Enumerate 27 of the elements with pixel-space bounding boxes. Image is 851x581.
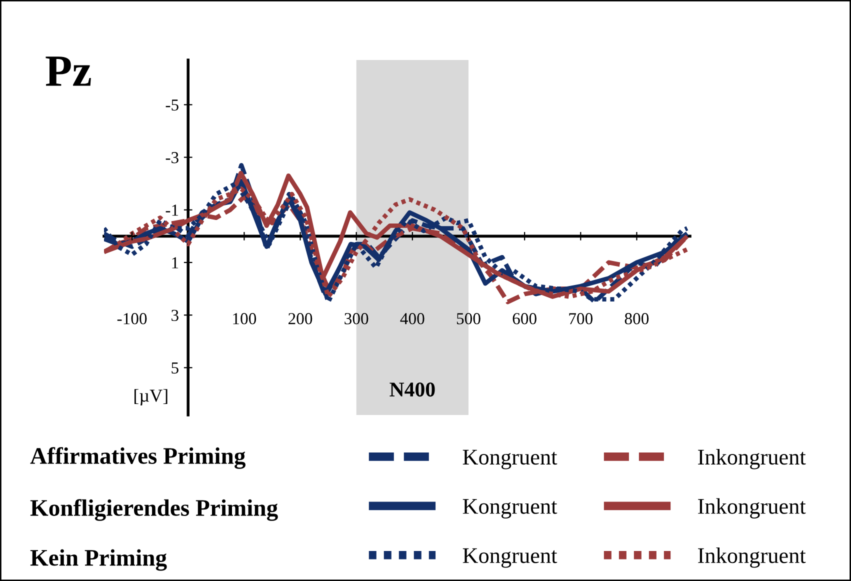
y-tick-label: 1 [172,257,178,268]
x-tick-label: 600 [512,313,536,324]
x-tick-label: 800 [624,313,649,324]
legend-label: Kongruent [462,499,558,518]
text: Konfligierendes Priming [30,499,278,521]
legend-label: Kongruent [462,450,558,470]
y-tick-label: -1 [166,204,178,216]
y-tick-label: 5 [172,362,178,374]
chart-title: Pz [46,56,91,86]
x-tick-label: 300 [344,313,368,324]
x-tick-label: 100 [233,313,256,324]
text: Kein Priming [30,549,167,571]
x-tick-label: 400 [400,313,424,324]
legend-label: Inkongruent [698,498,806,518]
x-tick-label: -100 [117,313,147,324]
legend-label: Inkongruent [698,449,806,470]
legend-label: Kongruent [462,548,558,568]
x-tick-label: 200 [288,313,312,324]
legend-label: Inkongruent [698,548,806,568]
y-axis-title: [µV] [134,389,168,406]
x-tick-label: 500 [456,313,480,324]
y-tick-label: -3 [166,152,178,164]
y-tick-label: -5 [166,100,178,111]
y-tick-label: 3 [172,310,178,322]
text: Affirmatives Priming [30,447,246,469]
x-tick-label: 700 [569,313,593,324]
band-label: N400 [390,382,435,397]
